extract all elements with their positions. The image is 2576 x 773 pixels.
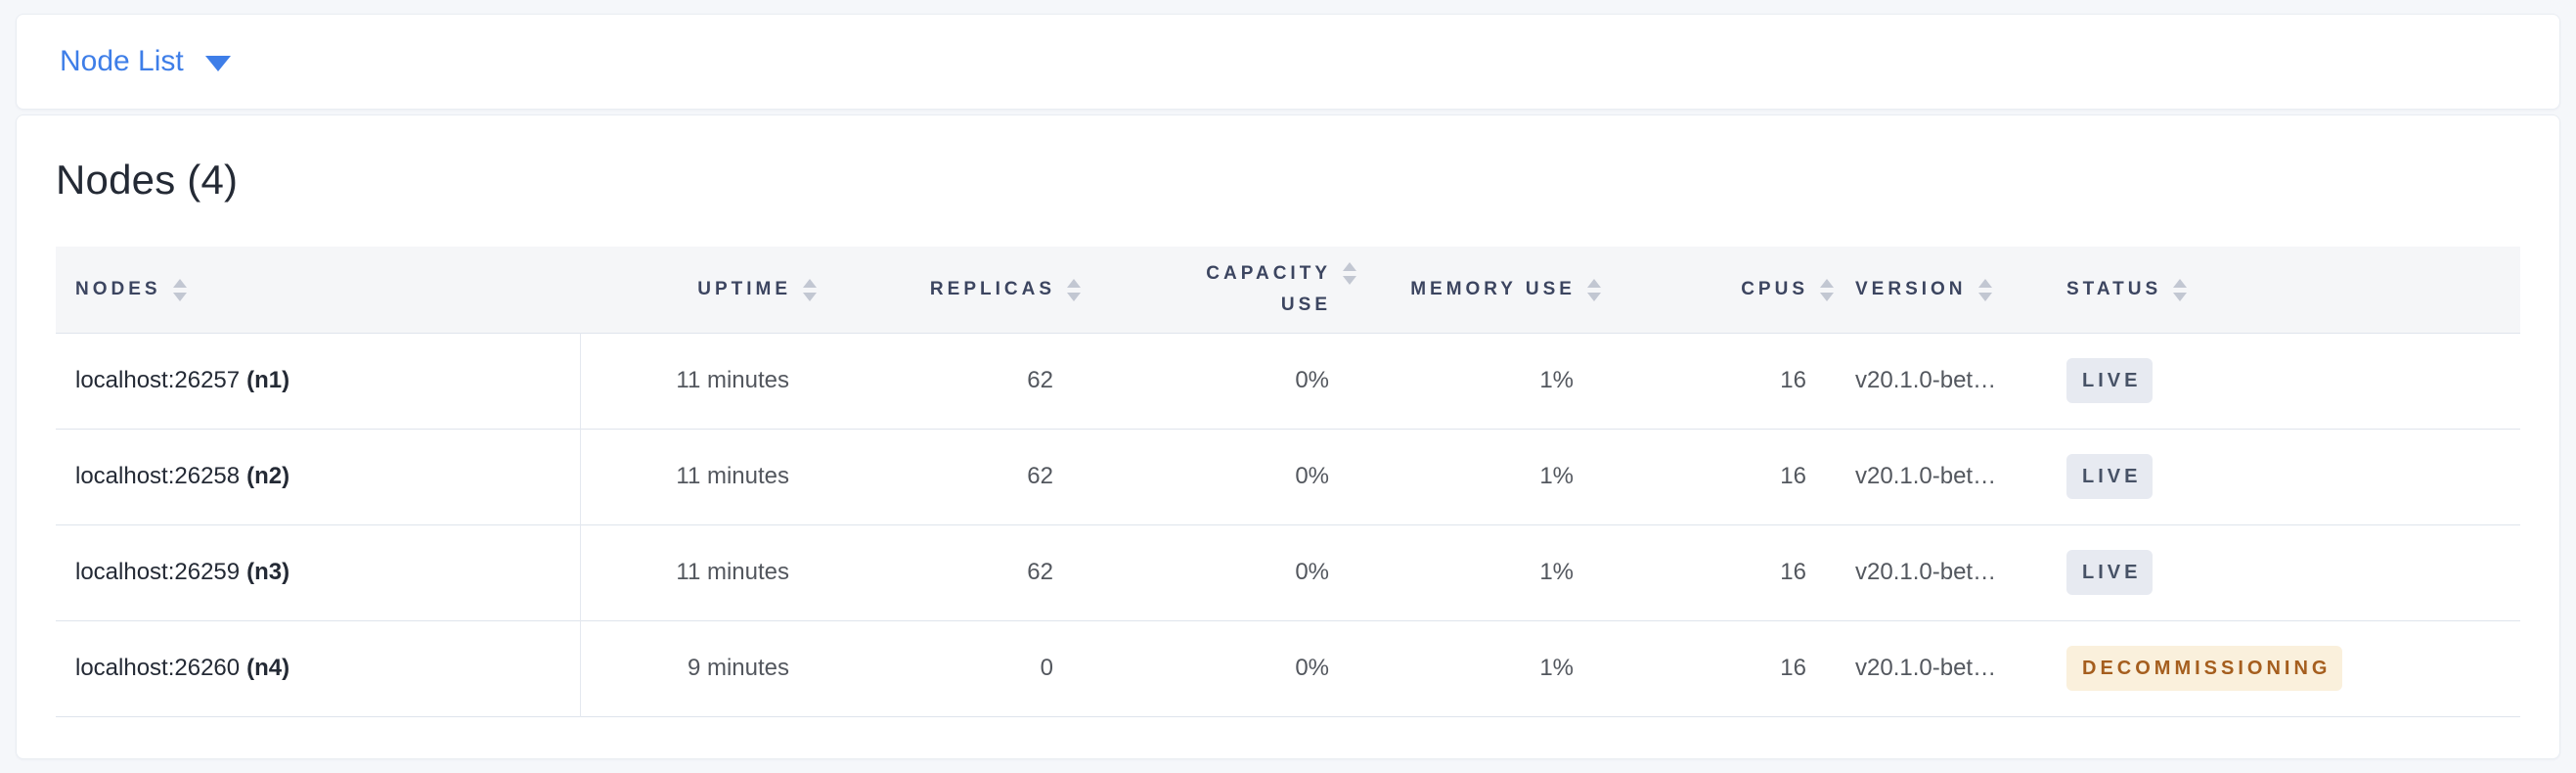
table-header-row: NODES UPTIME REPLICAS [56, 247, 2520, 334]
cell-replicas: 0 [1040, 655, 1053, 682]
column-label: STATUS [2066, 279, 2162, 300]
column-label: VERSION [1855, 279, 1967, 300]
node-id: (n4) [246, 655, 290, 682]
status-badge: DECOMMISSIONING [2066, 646, 2343, 692]
cell-replicas: 62 [1027, 559, 1053, 586]
column-header-status[interactable]: STATUS [2047, 247, 2520, 333]
cell-status: LIVE [2047, 429, 2520, 524]
cell-status: LIVE [2047, 524, 2520, 620]
cell-cpus: 16 [1780, 559, 1806, 586]
cell-capacity-use: 0% [1295, 559, 1329, 586]
cell-cpus: 16 [1780, 367, 1806, 394]
cell-uptime: 11 minutes [676, 463, 789, 490]
status-badge: LIVE [2066, 550, 2154, 596]
status-badge: LIVE [2066, 358, 2154, 404]
node-row[interactable]: localhost:26260 (n4) 9 minutes 0 0% 1% 16… [56, 620, 2520, 717]
sort-arrows-icon[interactable] [1820, 278, 1834, 301]
node-address: localhost:26260 [75, 655, 241, 682]
page-title: Nodes (4) [56, 157, 239, 203]
column-header-cpus[interactable]: CPUS [1603, 247, 1836, 333]
cell-capacity-use: 0% [1295, 655, 1329, 682]
cell-replicas: 62 [1027, 367, 1053, 394]
cell-version: v20.1.0-bet… [1855, 367, 1997, 394]
sort-arrows-icon[interactable] [1067, 278, 1081, 301]
column-header-memory-use[interactable]: MEMORY USE [1358, 247, 1603, 333]
status-badge: LIVE [2066, 454, 2154, 500]
nodes-table: NODES UPTIME REPLICAS [56, 247, 2520, 717]
sort-arrows-icon[interactable] [172, 278, 187, 301]
cell-node-address: localhost:26258 (n2) [56, 429, 581, 525]
cell-node-address: localhost:26260 (n4) [56, 620, 581, 717]
cell-node-address: localhost:26257 (n1) [56, 333, 581, 430]
sort-arrows-icon[interactable] [1587, 278, 1601, 301]
cell-version: v20.1.0-bet… [1855, 463, 1997, 490]
column-header-capacity-use[interactable]: CAPACITY USE [1083, 247, 1358, 333]
sort-arrows-icon[interactable] [1977, 278, 1992, 301]
column-header-nodes[interactable]: NODES [56, 247, 580, 333]
node-id: (n2) [246, 463, 290, 490]
cell-memory-use: 1% [1539, 655, 1574, 682]
view-selector-bar: Node List [16, 14, 2560, 110]
column-label: MEMORY USE [1410, 279, 1576, 300]
cell-version: v20.1.0-bet… [1855, 559, 1997, 586]
cell-version: v20.1.0-bet… [1855, 655, 1997, 682]
column-header-version[interactable]: VERSION [1836, 247, 2047, 333]
node-row[interactable]: localhost:26257 (n1) 11 minutes 62 0% 1% … [56, 333, 2520, 430]
column-label: CAPACITY USE [1206, 263, 1331, 316]
node-address: localhost:26258 [75, 463, 241, 490]
column-label: NODES [75, 279, 161, 300]
sort-arrows-icon[interactable] [2173, 278, 2188, 301]
column-header-uptime[interactable]: UPTIME [580, 247, 819, 333]
cell-uptime: 11 minutes [676, 559, 789, 586]
cell-cpus: 16 [1780, 655, 1806, 682]
node-id: (n1) [246, 367, 290, 394]
cell-uptime: 9 minutes [687, 655, 789, 682]
cell-capacity-use: 0% [1295, 367, 1329, 394]
column-label: REPLICAS [929, 279, 1055, 300]
cell-uptime: 11 minutes [676, 367, 789, 394]
view-dropdown-label: Node List [60, 45, 184, 77]
nodes-card: Nodes (4) NODES [16, 114, 2560, 759]
cell-status: DECOMMISSIONING [2047, 620, 2520, 716]
node-address: localhost:26257 [75, 367, 241, 394]
cell-memory-use: 1% [1539, 559, 1574, 586]
column-header-replicas[interactable]: REPLICAS [819, 247, 1083, 333]
view-dropdown[interactable]: Node List [60, 47, 231, 76]
cell-cpus: 16 [1780, 463, 1806, 490]
cell-node-address: localhost:26259 (n3) [56, 524, 581, 621]
node-id: (n3) [246, 559, 290, 586]
cell-status: LIVE [2047, 333, 2520, 429]
chevron-down-icon [204, 55, 231, 71]
column-label: CPUS [1741, 279, 1808, 300]
cell-replicas: 62 [1027, 463, 1053, 490]
node-row[interactable]: localhost:26258 (n2) 11 minutes 62 0% 1% … [56, 429, 2520, 525]
node-row[interactable]: localhost:26259 (n3) 11 minutes 62 0% 1% … [56, 524, 2520, 621]
sort-arrows-icon[interactable] [803, 278, 817, 301]
node-address: localhost:26259 [75, 559, 241, 586]
cell-memory-use: 1% [1539, 463, 1574, 490]
cell-memory-use: 1% [1539, 367, 1574, 394]
cell-capacity-use: 0% [1295, 463, 1329, 490]
column-label: UPTIME [697, 279, 791, 300]
sort-arrows-icon[interactable] [1343, 262, 1356, 286]
